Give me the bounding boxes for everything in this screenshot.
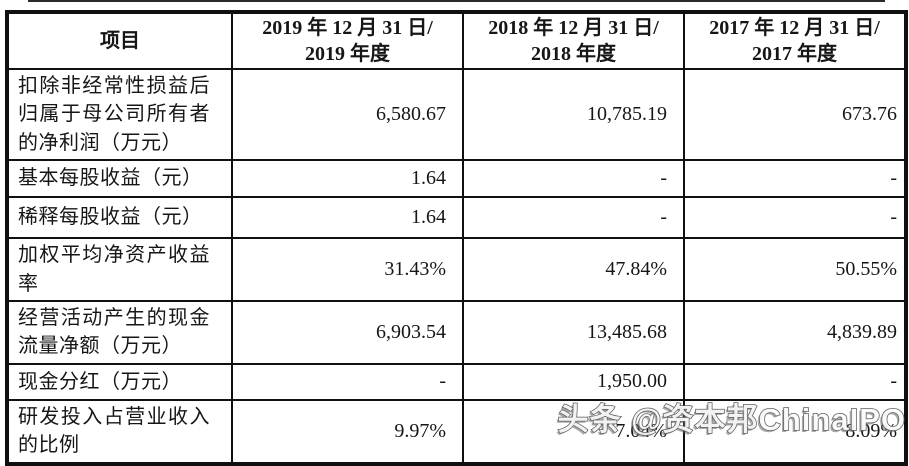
value-2017: 4,839.89 <box>683 299 907 365</box>
column-header-2017: 2017 年 12 月 31 日/ 2017 年度 <box>683 11 907 70</box>
row-label: 经营活动产生的现金流量净额（万元） <box>6 299 233 365</box>
row-label: 研发投入占营业收入的比例 <box>6 398 233 465</box>
column-header-item: 项目 <box>6 11 233 70</box>
row-label: 现金分红（万元） <box>6 362 233 401</box>
row-label: 基本每股收益（元） <box>6 159 233 199</box>
value-2019: 31.43% <box>231 237 464 302</box>
value-2019: 9.97% <box>231 398 464 465</box>
table-row: 扣除非经常性损益后归属于母公司所有者的净利润（万元） 6,580.67 10,7… <box>6 67 907 162</box>
value-2018: 13,485.68 <box>462 299 685 365</box>
value-2017: - <box>683 362 907 401</box>
column-header-2019: 2019 年 12 月 31 日/ 2019 年度 <box>231 11 464 70</box>
table-row: 经营活动产生的现金流量净额（万元） 6,903.54 13,485.68 4,8… <box>6 299 907 365</box>
table-row: 加权平均净资产收益率 31.43% 47.84% 50.55% <box>6 237 907 302</box>
value-2017: - <box>683 159 907 199</box>
value-2018: - <box>462 196 685 240</box>
value-2019: - <box>231 362 464 401</box>
value-2018: 1,950.00 <box>462 362 685 401</box>
value-2018: - <box>462 159 685 199</box>
value-2019: 6,580.67 <box>231 67 464 162</box>
value-2019: 1.64 <box>231 196 464 240</box>
value-2018: 47.84% <box>462 237 685 302</box>
value-2018: 10,785.19 <box>462 67 685 162</box>
table-row: 现金分红（万元） - 1,950.00 - <box>6 362 907 401</box>
watermark: 头条 @资本邦ChinaIPO <box>557 401 906 438</box>
table-row: 稀释每股收益（元） 1.64 - - <box>6 196 907 240</box>
page-top-rule <box>28 0 885 2</box>
key-financials-table: 项目 2019 年 12 月 31 日/ 2019 年度 2018 年 12 月… <box>5 10 908 466</box>
value-2019: 6,903.54 <box>231 299 464 365</box>
value-2017: 50.55% <box>683 237 907 302</box>
row-label: 扣除非经常性损益后归属于母公司所有者的净利润（万元） <box>6 67 233 162</box>
value-2017: - <box>683 196 907 240</box>
value-2019: 1.64 <box>231 159 464 199</box>
table-row: 基本每股收益（元） 1.64 - - <box>6 159 907 199</box>
column-header-2018: 2018 年 12 月 31 日/ 2018 年度 <box>462 11 685 70</box>
header-row: 项目 2019 年 12 月 31 日/ 2019 年度 2018 年 12 月… <box>6 11 907 70</box>
row-label: 加权平均净资产收益率 <box>6 237 233 302</box>
row-label: 稀释每股收益（元） <box>6 196 233 240</box>
value-2017: 673.76 <box>683 67 907 162</box>
